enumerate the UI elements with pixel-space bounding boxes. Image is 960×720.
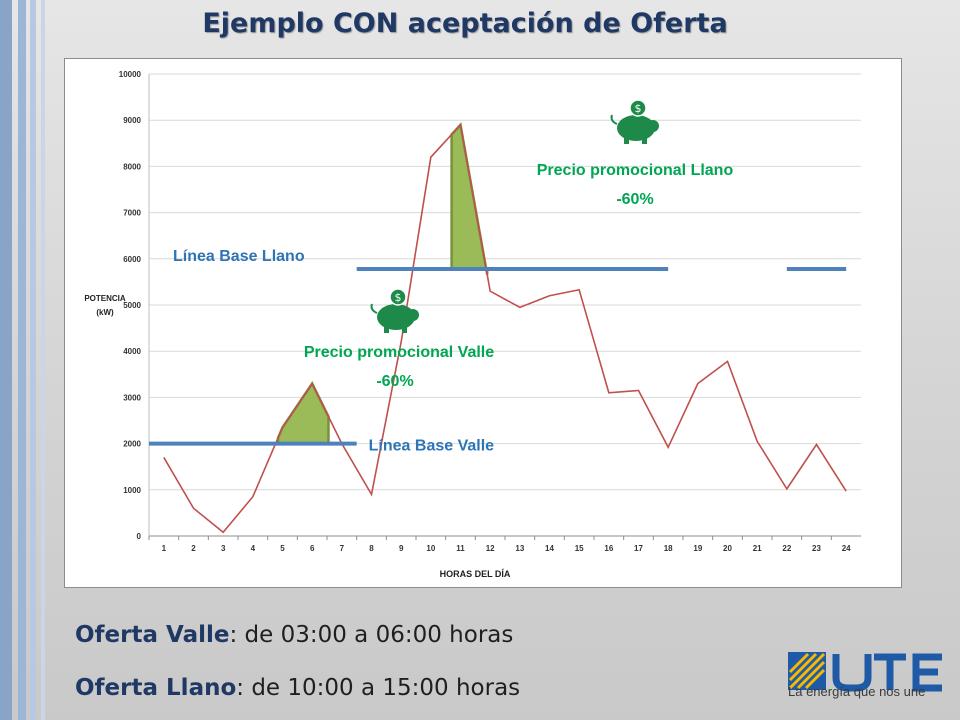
slide-title-text: Ejemplo CON aceptación de Oferta: [202, 8, 728, 39]
y-tick-label: 0: [137, 532, 142, 541]
x-tick-label: 23: [812, 544, 821, 553]
x-tick-label: 11: [456, 544, 465, 553]
x-tick-label: 22: [782, 544, 791, 553]
x-tick-label: 4: [251, 544, 256, 553]
y-tick-label: 1000: [123, 486, 141, 495]
power-chart: 0 1000 2000 3000 4000 5000 6000 7000 8000 9000 100…: [84, 70, 861, 579]
decorative-stripe: [30, 0, 36, 720]
svg-text:$: $: [395, 291, 402, 304]
x-tick-label: 19: [693, 544, 702, 553]
valle-offer-area: [276, 381, 330, 445]
ute-logo-mark: [788, 652, 826, 690]
x-tick-label: 14: [545, 544, 554, 553]
y-tick-label: 6000: [123, 255, 141, 264]
annotation-valle-line1: Precio promocional Valle: [304, 344, 494, 361]
x-tick-label: 12: [486, 544, 495, 553]
y-tick-label: 3000: [123, 393, 141, 402]
x-tick-label: 18: [664, 544, 673, 553]
decorative-stripe: [0, 0, 12, 720]
y-tick-label: 4000: [123, 347, 141, 356]
x-tick-label: 17: [634, 544, 643, 553]
y-tick-label: 9000: [123, 116, 141, 125]
offer-llano-label: Oferta Llano: [75, 675, 237, 701]
offer-valle: Oferta Valle: de 03:00 a 06:00 horas: [75, 622, 513, 648]
offer-valle-label: Oferta Valle: [75, 622, 230, 648]
x-tick-label: 15: [575, 544, 584, 553]
y-tick-label: 2000: [123, 440, 141, 449]
y-tick-label: 7000: [123, 209, 141, 218]
x-tick-label: 21: [753, 544, 762, 553]
y-tick-label: 5000: [123, 301, 141, 310]
x-tick-label: 20: [723, 544, 732, 553]
x-tick-label: 1: [162, 544, 167, 553]
baseline-valle-label: Línea Base Valle: [369, 438, 495, 455]
x-tick-label: 3: [221, 544, 226, 553]
y-axis-unit: (kW): [96, 308, 114, 317]
x-tick-label: 7: [340, 544, 345, 553]
x-tick-label: 2: [191, 544, 196, 553]
slide-title: Ejemplo CON aceptación de Oferta: [0, 8, 960, 39]
svg-text:$: $: [635, 102, 642, 115]
baseline-llano-label: Línea Base Llano: [173, 248, 305, 265]
decorative-stripe: [41, 0, 45, 720]
x-tick-label: 8: [369, 544, 374, 553]
brand-slogan: La energía que nos une: [788, 684, 926, 699]
x-tick-label: 9: [399, 544, 404, 553]
llano-offer-area: [450, 122, 489, 275]
x-tick-label: 16: [604, 544, 613, 553]
ute-logo: [788, 652, 942, 692]
y-tick-label: 8000: [123, 162, 141, 171]
x-axis-title: HORAS DEL DÍA: [440, 569, 511, 579]
offer-llano-text: : de 10:00 a 15:00 horas: [236, 675, 521, 701]
piggy-bank-icon: $: [370, 288, 419, 333]
annotation-llano-line1: Precio promocional Llano: [537, 162, 734, 179]
decorative-stripe: [18, 0, 26, 720]
offer-valle-text: : de 03:00 a 06:00 horas: [229, 622, 514, 648]
y-axis-title: POTENCIA: [84, 294, 126, 303]
chart-frame: 0 1000 2000 3000 4000 5000 6000 7000 8000 9000 100…: [64, 58, 902, 588]
piggy-bank-icon: $: [610, 99, 659, 144]
x-tick-label: 24: [842, 544, 851, 553]
x-tick-label: 13: [515, 544, 524, 553]
power-series-line: [163, 123, 847, 534]
x-tick-label: 5: [280, 544, 285, 553]
annotation-llano-line2: -60%: [616, 191, 653, 208]
y-tick-label: 10000: [119, 70, 142, 79]
offer-llano: Oferta Llano: de 10:00 a 15:00 horas: [75, 675, 520, 701]
x-tick-label: 6: [310, 544, 315, 553]
annotation-valle-line2: -60%: [376, 373, 413, 390]
x-tick-label: 10: [426, 544, 435, 553]
ute-logo-letters: [832, 653, 942, 692]
